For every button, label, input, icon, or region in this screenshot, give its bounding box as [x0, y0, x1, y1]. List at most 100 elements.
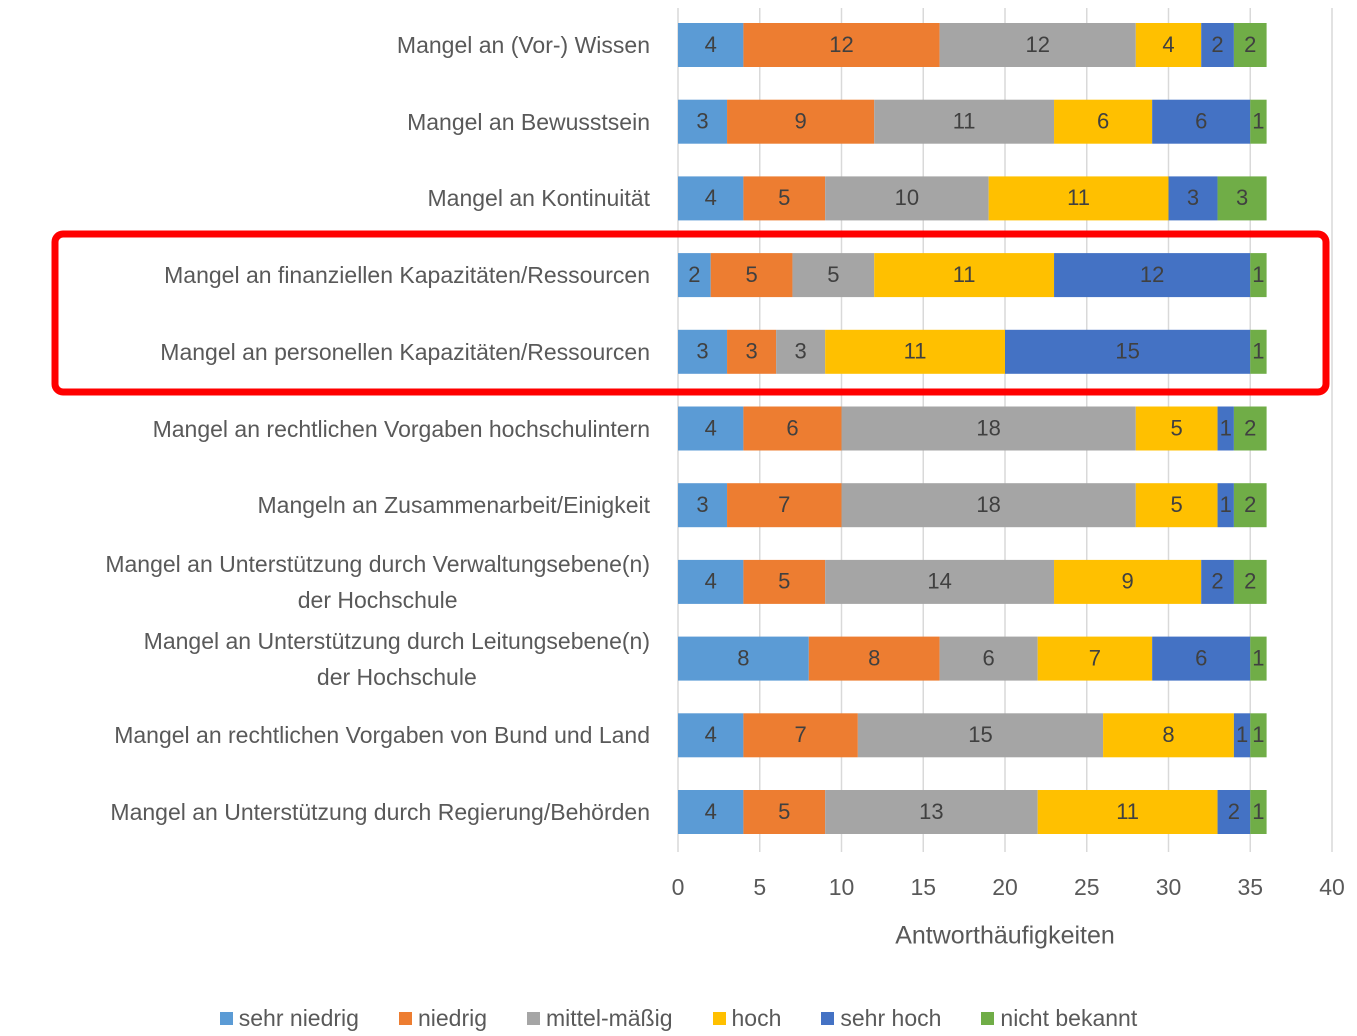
category-label-text: Mangel an personellen Kapazitäten/Ressou… — [160, 338, 650, 365]
data-label: 2 — [1244, 492, 1256, 517]
bar-segment — [1135, 23, 1202, 67]
bar-segment — [1054, 559, 1202, 604]
bar-segment — [1037, 636, 1153, 681]
bar-segment — [1152, 636, 1251, 681]
x-tick-label: 20 — [992, 874, 1018, 900]
data-label: 2 — [1211, 32, 1223, 57]
bar-segment — [1005, 329, 1251, 374]
category-label: Mangel an Unterstützung durch Leitungseb… — [144, 623, 650, 695]
bar-segment — [1233, 406, 1267, 451]
legend-item: nicht bekannt — [981, 1005, 1137, 1032]
data-label: 3 — [696, 339, 708, 364]
legend-label: sehr hoch — [840, 1005, 942, 1031]
data-label: 4 — [705, 569, 717, 594]
data-label: 1 — [1252, 645, 1264, 670]
data-label: 12 — [1140, 262, 1164, 287]
data-label: 9 — [1122, 569, 1134, 594]
bar-segment — [939, 23, 1136, 67]
data-label: 11 — [953, 262, 976, 287]
data-label: 5 — [1171, 415, 1183, 440]
bar-segment — [678, 483, 728, 528]
data-label: 6 — [1195, 645, 1207, 670]
bar-segment — [710, 253, 793, 298]
bar-segment — [1233, 23, 1267, 67]
bar-segment — [1135, 406, 1218, 451]
data-label: 2 — [1244, 32, 1256, 57]
data-label: 4 — [1162, 32, 1174, 57]
category-label: Mangel an personellen Kapazitäten/Ressou… — [160, 334, 650, 370]
data-label: 1 — [1252, 109, 1264, 134]
legend-label: hoch — [731, 1005, 782, 1031]
legend-swatch — [527, 1012, 540, 1025]
bar-segment — [743, 176, 826, 221]
data-label: 6 — [786, 415, 798, 440]
bar-segment — [1054, 253, 1251, 298]
bar-segment — [1217, 483, 1234, 528]
category-label: Mangel an (Vor-) Wissen — [397, 27, 650, 63]
data-label: 12 — [1025, 32, 1049, 57]
bar-segment — [1250, 636, 1267, 681]
x-tick-label: 15 — [910, 874, 936, 900]
data-label: 1 — [1252, 339, 1264, 364]
category-label: Mangel an Unterstützung durch Verwaltung… — [105, 546, 650, 618]
bar-segment — [678, 636, 809, 681]
data-label: 6 — [983, 645, 995, 670]
x-tick-label: 40 — [1319, 874, 1345, 900]
category-label-text: Mangel an Unterstützung durch Regierung/… — [110, 799, 650, 825]
bar-segment — [678, 176, 744, 221]
bar-segment — [792, 253, 875, 298]
category-label-text: Mangel an rechtlichen Vorgaben von Bund … — [114, 722, 650, 749]
category-label: Mangel an Unterstützung durch Regierung/… — [110, 794, 650, 830]
data-label: 4 — [705, 185, 717, 210]
bar-segment — [857, 713, 1104, 758]
legend-swatch — [712, 1012, 726, 1025]
legend-item: mittel-mäßig — [527, 1005, 673, 1032]
data-label: 14 — [927, 569, 951, 594]
data-label: 3 — [745, 339, 757, 364]
bar-segment — [1135, 483, 1218, 528]
bar-segment — [743, 559, 826, 604]
data-label: 1 — [1252, 262, 1264, 287]
bar-segment — [776, 329, 826, 374]
bar-segment — [825, 559, 1055, 604]
bar-segment — [825, 176, 989, 221]
bar-segment — [1201, 23, 1234, 67]
category-label: Mangel an rechtlichen Vorgaben hochschul… — [153, 411, 650, 447]
data-label: 6 — [1097, 109, 1109, 134]
data-label: 13 — [919, 799, 943, 824]
x-tick-label: 10 — [829, 874, 855, 900]
x-tick-label: 25 — [1074, 874, 1100, 900]
data-label: 8 — [868, 645, 880, 670]
data-label: 1 — [1220, 492, 1232, 517]
x-tick-label: 0 — [672, 874, 685, 900]
category-label-text: Mangel an rechtlichen Vorgaben hochschul… — [152, 415, 650, 442]
data-label: 7 — [778, 492, 790, 517]
bar-segment — [825, 329, 1005, 374]
legend-label: nicht bekannt — [1000, 1005, 1138, 1031]
bar-segment — [1250, 99, 1267, 144]
bar-segment — [678, 99, 728, 144]
highlight-box — [51, 230, 1330, 396]
bar-segment — [874, 253, 1055, 298]
data-label: 8 — [1162, 722, 1174, 747]
data-label: 1 — [1220, 415, 1232, 440]
bar-segment — [727, 99, 875, 144]
bar-segment — [808, 636, 940, 681]
data-label: 11 — [953, 109, 976, 134]
bar-segment — [678, 23, 744, 67]
data-label: 2 — [1244, 569, 1256, 594]
data-label: 2 — [1228, 799, 1240, 824]
bar-segment — [1233, 713, 1251, 758]
legend-label: sehr niedrig — [238, 1005, 359, 1031]
data-label: 1 — [1236, 722, 1248, 747]
bar-segment — [1250, 790, 1267, 834]
data-label: 15 — [1115, 339, 1139, 364]
bar-segment — [874, 99, 1055, 144]
data-label: 3 — [795, 339, 807, 364]
legend-item: hoch — [712, 1005, 782, 1032]
bar-segment — [988, 176, 1169, 221]
category-label: Mangel an rechtlichen Vorgaben von Bund … — [114, 717, 650, 753]
legend-swatch — [981, 1012, 995, 1025]
legend-swatch — [821, 1012, 835, 1025]
